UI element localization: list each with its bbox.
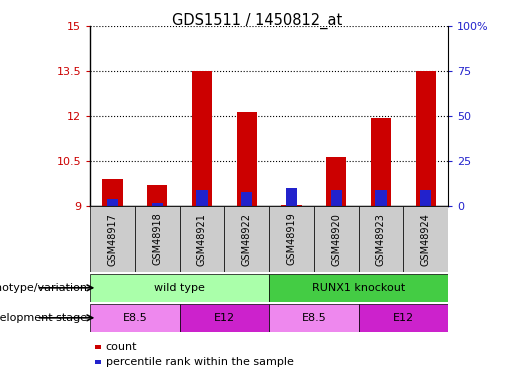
Text: E8.5: E8.5 <box>301 313 326 323</box>
Text: GSM48923: GSM48923 <box>376 213 386 266</box>
Text: GSM48924: GSM48924 <box>421 213 431 266</box>
Bar <box>358 206 403 272</box>
Text: percentile rank within the sample: percentile rank within the sample <box>106 357 294 367</box>
Bar <box>281 205 301 206</box>
Bar <box>420 190 431 206</box>
Text: E12: E12 <box>393 313 414 323</box>
Text: E8.5: E8.5 <box>123 313 147 323</box>
Text: GSM48921: GSM48921 <box>197 213 207 266</box>
Text: wild type: wild type <box>154 283 205 293</box>
Bar <box>331 190 342 206</box>
Bar <box>241 192 252 206</box>
Bar <box>90 304 180 332</box>
Bar <box>225 206 269 272</box>
Text: GSM48917: GSM48917 <box>108 213 117 266</box>
Text: GSM48918: GSM48918 <box>152 213 162 266</box>
Bar <box>102 179 123 206</box>
Bar <box>90 274 269 302</box>
Bar <box>416 71 436 206</box>
Bar <box>192 71 212 206</box>
Bar <box>151 202 163 206</box>
Bar <box>180 206 225 272</box>
Bar <box>286 188 297 206</box>
Text: development stage: development stage <box>0 313 88 323</box>
Bar <box>237 112 257 206</box>
Bar <box>371 118 391 206</box>
Bar <box>358 304 448 332</box>
Text: GDS1511 / 1450812_at: GDS1511 / 1450812_at <box>173 13 342 29</box>
Bar <box>403 206 448 272</box>
Bar <box>269 274 448 302</box>
Bar <box>326 157 346 206</box>
Text: GSM48922: GSM48922 <box>242 213 252 266</box>
Text: GSM48919: GSM48919 <box>286 213 297 266</box>
Bar <box>375 190 387 206</box>
Bar <box>135 206 180 272</box>
Bar <box>107 199 118 206</box>
Bar <box>147 185 167 206</box>
Text: genotype/variation: genotype/variation <box>0 283 88 293</box>
Bar <box>269 304 358 332</box>
Bar <box>180 304 269 332</box>
Text: RUNX1 knockout: RUNX1 knockout <box>312 283 405 293</box>
Bar <box>196 190 208 206</box>
Text: count: count <box>106 342 137 352</box>
Bar <box>269 206 314 272</box>
Bar <box>314 206 358 272</box>
Text: GSM48920: GSM48920 <box>331 213 341 266</box>
Text: E12: E12 <box>214 313 235 323</box>
Bar <box>90 206 135 272</box>
